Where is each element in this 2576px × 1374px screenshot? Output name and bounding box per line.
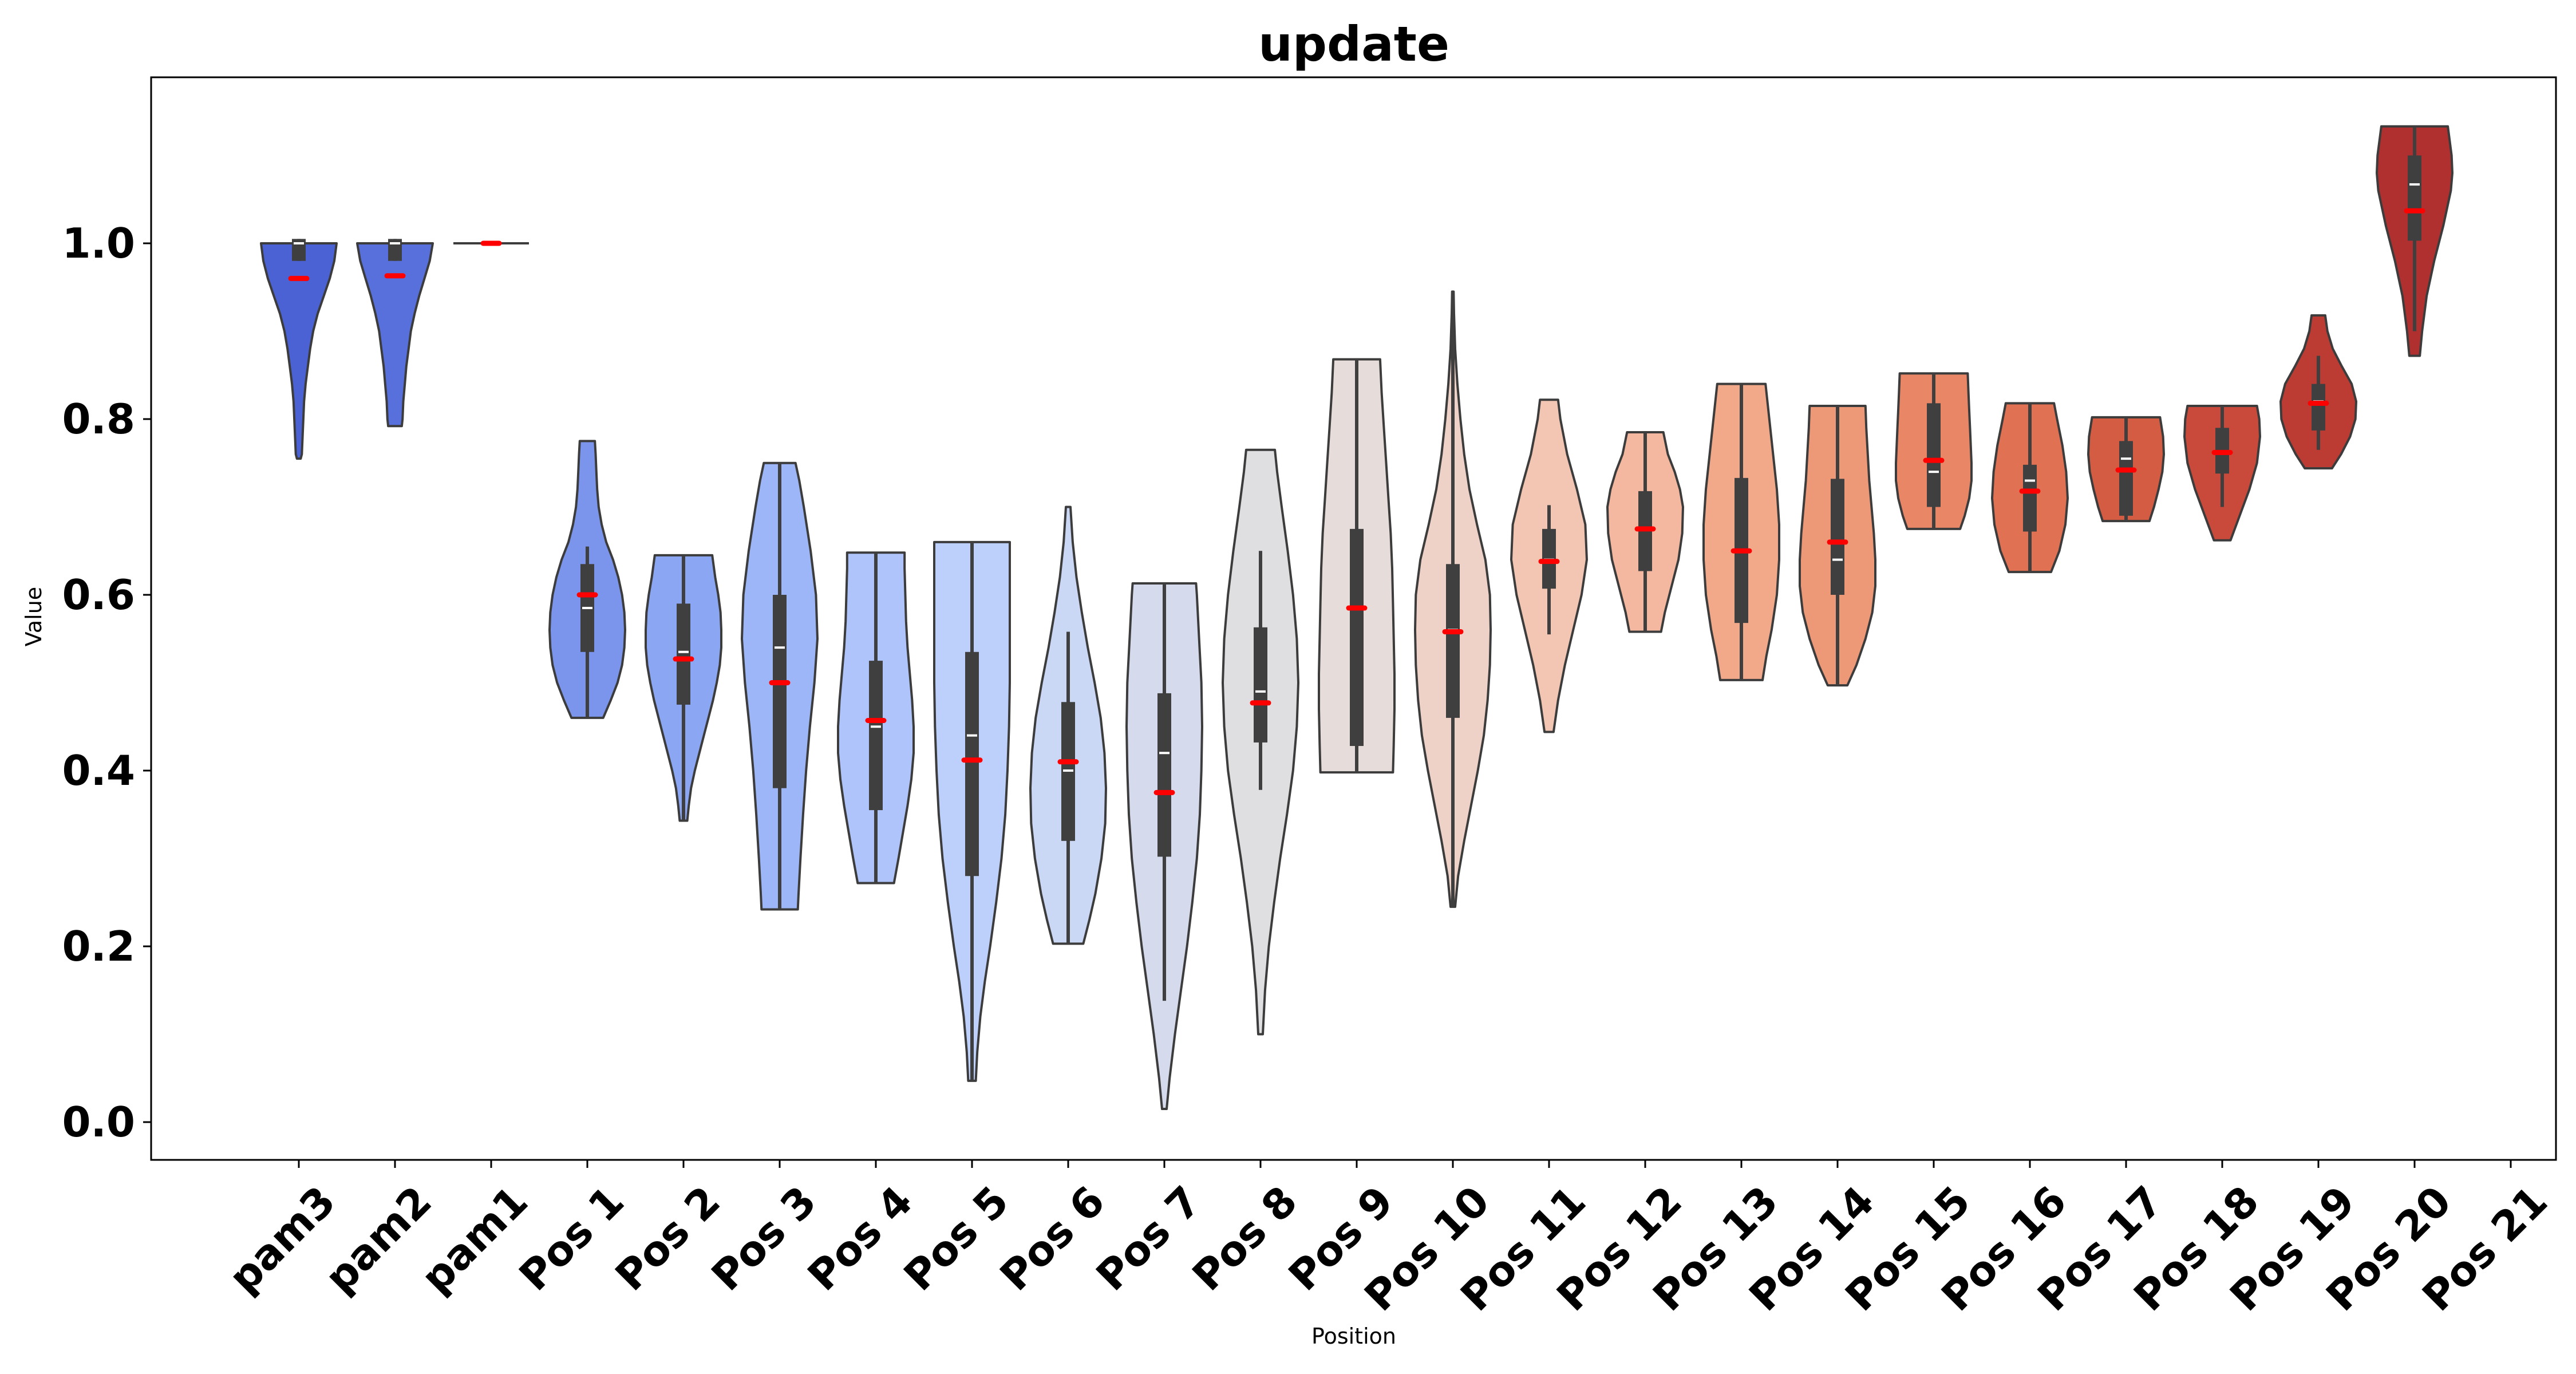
violin-pos-8 (1222, 448, 1299, 1036)
iqr-box (1254, 627, 1267, 743)
violin-pam3 (260, 239, 338, 460)
violin-pos-20 (2376, 125, 2453, 357)
violin-pos-11 (1510, 398, 1588, 733)
violin-pos-7 (1125, 582, 1203, 1110)
iqr-box (1927, 403, 1941, 507)
violin-pos-9 (1318, 358, 1396, 774)
chart-title: update (1258, 16, 1449, 72)
violin-pos-13 (1702, 382, 1780, 681)
violin-pos-14 (1799, 405, 1876, 687)
plot-frame (150, 76, 2557, 1161)
violins-group (260, 125, 2453, 1110)
violin-pos-17 (2087, 416, 2165, 523)
x-tick-label: pam1 (412, 1177, 537, 1302)
iqr-box (1350, 528, 1364, 747)
violin-body (260, 242, 338, 460)
y-axis-label: Value (21, 587, 46, 646)
violin-pos-15 (1895, 372, 1973, 530)
iqr-box (2312, 384, 2325, 431)
x-tick-label: pam2 (315, 1177, 441, 1302)
x-tick-label: pam3 (219, 1177, 345, 1302)
x-tick-label: Pos 3 (702, 1177, 825, 1300)
violin-pos-6 (1029, 506, 1107, 945)
iqr-box (1157, 693, 1171, 857)
violin-pos-19 (2279, 314, 2357, 469)
y-tick-label: 0.8 (62, 395, 135, 443)
x-tick-label: Pos 2 (606, 1177, 729, 1300)
violin-pos-18 (2183, 405, 2261, 542)
violin-body (356, 242, 434, 428)
x-axis-label: Position (1311, 1324, 1396, 1349)
violin-pos-10 (1414, 290, 1492, 908)
iqr-box (677, 603, 690, 705)
iqr-box (2023, 464, 2037, 532)
iqr-box (965, 652, 979, 876)
x-tick-label: Pos 6 (991, 1177, 1114, 1300)
violin-pos-16 (1991, 402, 2069, 574)
y-tick-label: 0.6 (62, 571, 135, 619)
x-tick-label: Pos 1 (510, 1177, 633, 1300)
violin-pos-3 (741, 461, 819, 911)
iqr-box (2408, 155, 2421, 241)
y-tick-label: 0.2 (62, 922, 135, 970)
x-tick-label: Pos 5 (895, 1177, 1018, 1300)
y-tick-label: 0.4 (62, 747, 135, 795)
iqr-box (773, 595, 787, 788)
y-tick-label: 0.0 (62, 1098, 135, 1146)
violin-pam2 (356, 239, 434, 428)
violin-pos-12 (1606, 431, 1684, 633)
y-axis: 0.0 0.2 0.4 0.6 0.8 1.0 (62, 219, 151, 1146)
iqr-box (869, 661, 883, 811)
violin-pos-4 (837, 551, 915, 885)
iqr-box (1446, 564, 1460, 718)
x-tick-label: Pos 4 (799, 1177, 922, 1300)
violin-pos-1 (548, 440, 626, 719)
violin-pos-5 (933, 540, 1011, 1082)
x-tick-label: Pos 8 (1183, 1177, 1306, 1300)
violin-pos-2 (645, 554, 722, 822)
x-tick-label: Pos 7 (1087, 1177, 1210, 1300)
iqr-box (2119, 441, 2133, 516)
y-tick-label: 1.0 (62, 219, 135, 267)
iqr-box (1831, 479, 1844, 595)
